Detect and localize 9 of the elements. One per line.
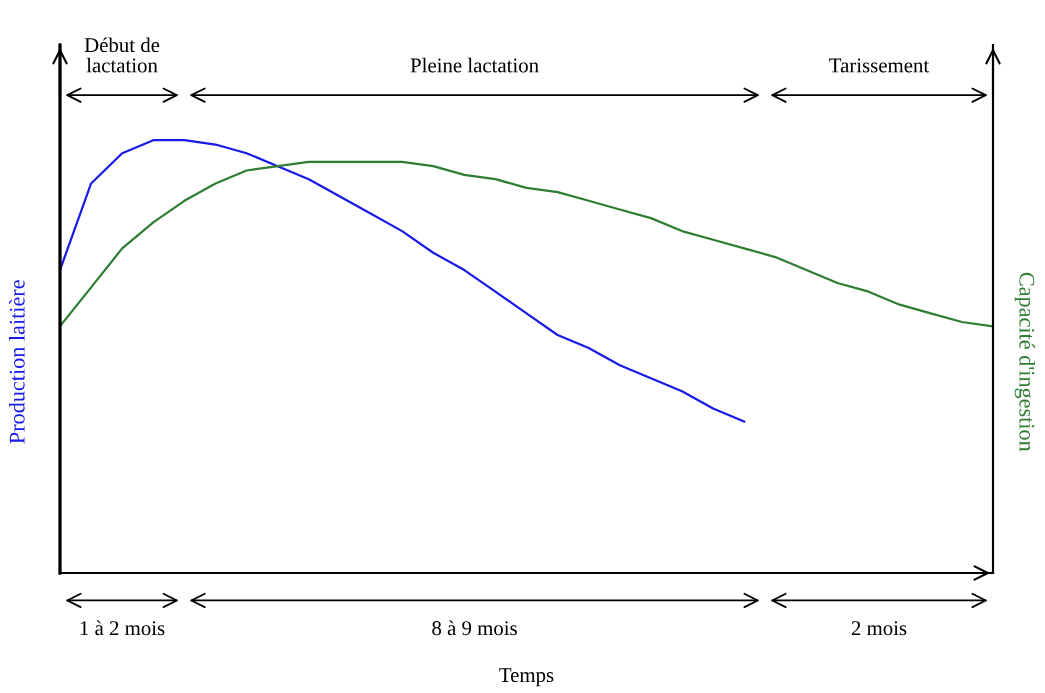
y-axis-title: Production laitière bbox=[9, 280, 25, 444]
text: 1 à 2 mois bbox=[80, 620, 165, 636]
text: Pleine lactation bbox=[410, 57, 539, 73]
text: Tarissement bbox=[829, 58, 930, 73]
text: 8 à 9 mois bbox=[432, 620, 517, 636]
text: 2 mois bbox=[851, 621, 907, 636]
x-axis-title: Temps bbox=[499, 668, 554, 687]
y2-axis-title: Capacité d'ingestion bbox=[1014, 272, 1035, 452]
text: Début de lactation bbox=[84, 37, 160, 73]
